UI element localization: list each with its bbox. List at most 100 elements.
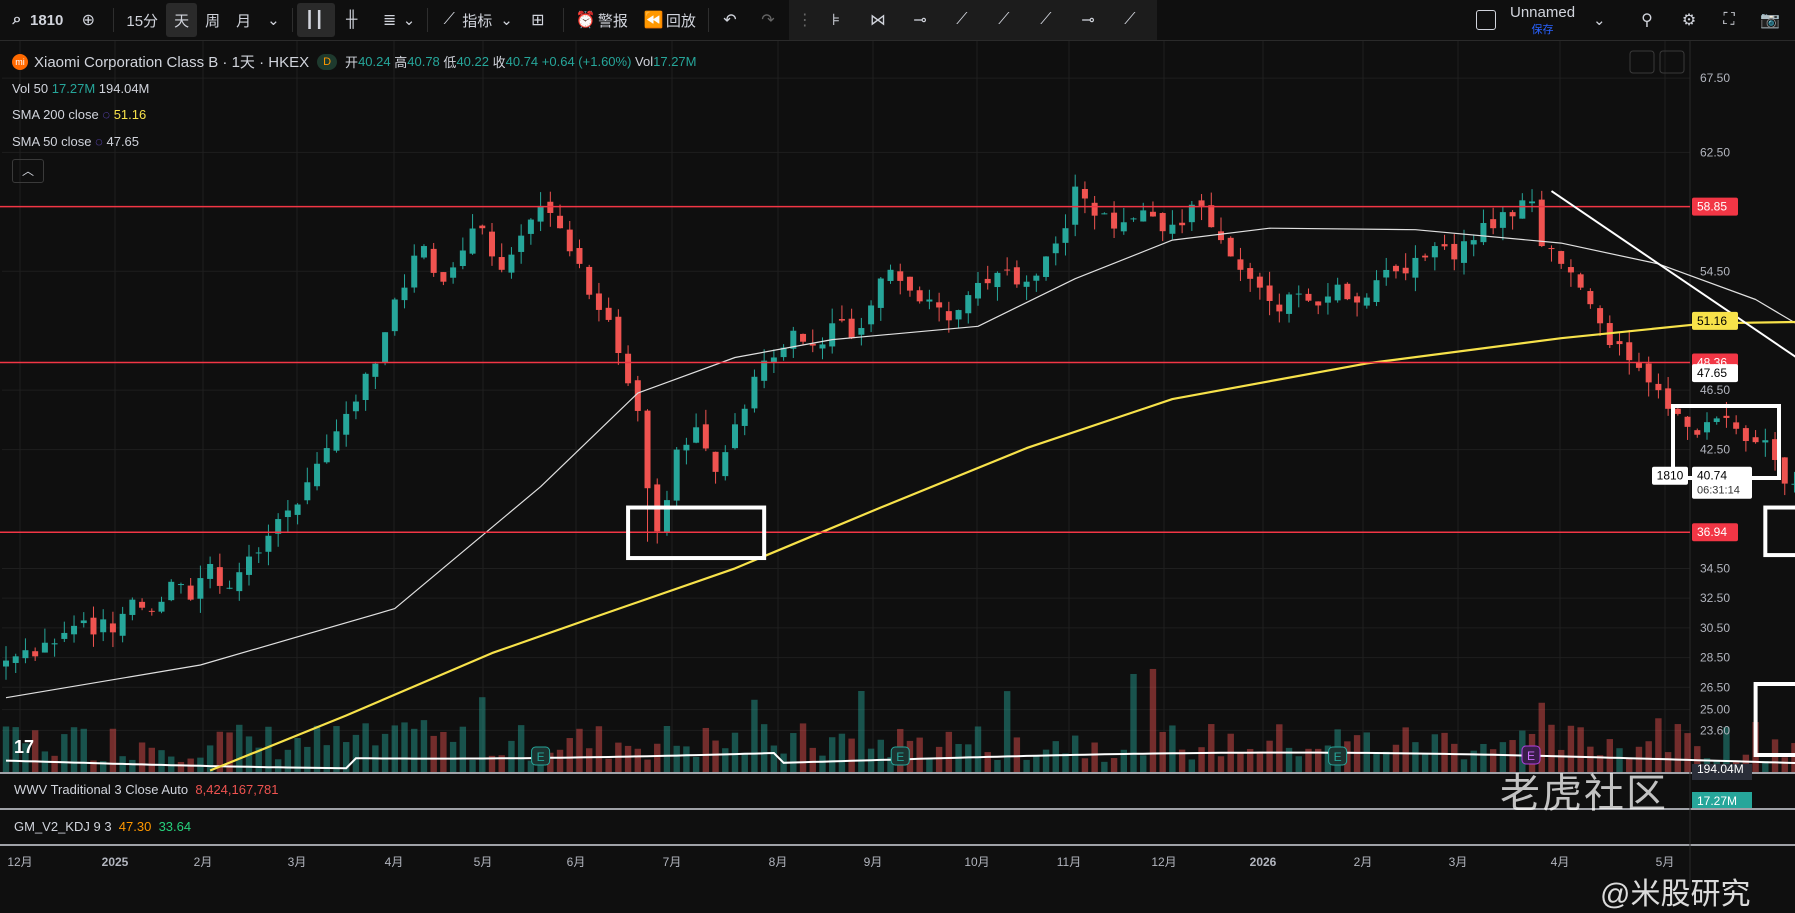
vol50-label: Vol 50 [12, 81, 49, 96]
volume-bar [420, 720, 428, 772]
alert-button[interactable]: ⏰ 警报 [568, 0, 636, 40]
interval-month[interactable]: 月 [236, 12, 252, 30]
volume-bar [1276, 724, 1283, 772]
horizontal-line-icon[interactable]: ⊸ [1081, 12, 1095, 29]
volume-bar [1052, 741, 1059, 772]
info-line-icon[interactable]: ⟋ [1124, 11, 1136, 28]
candle-body [916, 290, 923, 302]
time-axis[interactable]: 12月 2025 2月 3月 4月 5月 6月 7月 8月 9月 10月 11月 12月 2026 2月 3月… [7, 737, 1674, 869]
sma200-legend[interactable]: SMA 200 close ◌ 51.16 [12, 107, 146, 122]
candle-body [1072, 186, 1079, 225]
price-axis[interactable]: 67.50 62.50 54.50 46.50 42.50 34.50 32.50 30.50… [1629, 50, 1752, 808]
redo-icon: ↷ [761, 12, 775, 29]
highlight-box [1753, 682, 1795, 757]
volume-bar [1091, 742, 1098, 772]
drag-handle-icon[interactable]: ⋮ [796, 12, 813, 29]
volume-bar [1684, 733, 1691, 772]
candle-body [1344, 283, 1351, 300]
undo-button[interactable]: ↶ [713, 0, 751, 40]
layout-dropdown[interactable]: ⌄ [1585, 0, 1614, 40]
interval-day[interactable]: 天 [166, 3, 198, 37]
long-position-icon[interactable]: ⊧ [831, 12, 841, 29]
kdj-value-1: 47.30 [118, 819, 152, 834]
price-label-bg [1692, 197, 1738, 216]
volume-bar [1567, 725, 1575, 772]
volume-bar [1451, 743, 1458, 772]
time-tick: 10月 [964, 855, 989, 869]
trend-line-icon[interactable]: ⟋ [956, 11, 968, 28]
volume-bar [1538, 702, 1545, 772]
redo-button[interactable]: ↷ [751, 0, 789, 40]
symbol-search-button[interactable]: ⌕ 1810 [0, 0, 71, 40]
volume-bar [313, 725, 321, 772]
horizontal-ray-icon[interactable]: ⊸ [913, 12, 927, 29]
volume-bar [935, 746, 943, 772]
compare-button[interactable]: ⊕ [71, 0, 109, 40]
interval-dropdown[interactable]: ⌄ [259, 0, 288, 40]
volume-bar [1198, 747, 1205, 772]
candle-body [1733, 422, 1740, 429]
candle-body [1169, 224, 1176, 234]
quick-search-button[interactable]: ⚲ [1630, 0, 1668, 40]
volume-bar [1315, 748, 1322, 772]
volume-label: 17.27M [1697, 794, 1737, 808]
volume-bar [1013, 737, 1021, 772]
chart-type-button[interactable]: ≣ ⌄ [373, 0, 424, 40]
wwv-legend[interactable]: WWV Traditional 3 Close Auto 8,424,167,7… [14, 782, 279, 797]
candle-body [1713, 418, 1720, 423]
candle-body [1140, 210, 1147, 222]
interval-week[interactable]: 周 [205, 12, 221, 30]
price-label: 36.94 [1697, 525, 1727, 539]
candle-body [90, 617, 97, 635]
replay-button[interactable]: ⏪ 回放 [636, 0, 704, 40]
settings-button[interactable]: ⚙ [1672, 0, 1710, 40]
volume-bar [1081, 758, 1089, 772]
candle-body [1091, 202, 1098, 216]
candle-body [1033, 275, 1040, 281]
price-chart[interactable]: EEEEE 67.5062.5054.5046.5042.5034.5032.5… [0, 41, 1795, 890]
sma200-line [209, 320, 1795, 772]
volume-bar [294, 737, 301, 772]
fullscreen-button[interactable]: ⛶ [1712, 0, 1750, 40]
candle-body [1645, 363, 1652, 383]
candle-body [809, 343, 816, 346]
candle-body [1772, 439, 1779, 460]
candle-body [926, 299, 933, 302]
candle-body [1742, 428, 1749, 442]
volume-bar [595, 726, 603, 772]
vol50-legend[interactable]: Vol 50 17.27M 194.04M [12, 81, 149, 96]
pattern-icon[interactable]: ⋈ [869, 12, 886, 29]
layout-name-button[interactable]: Unnamed 保存 [1510, 4, 1575, 37]
kdj-legend[interactable]: GM_V2_KDJ 9 3 47.30 33.64 [14, 819, 191, 834]
volume-bar [1120, 749, 1127, 772]
collapse-legend-button[interactable]: ︿ [12, 159, 44, 183]
chart-area[interactable]: EEEEE 67.5062.5054.5046.5042.5034.5032.5… [0, 41, 1795, 911]
candle-body [109, 623, 116, 633]
screenshot-button[interactable]: 📷 [1752, 0, 1790, 40]
volume-bar [1616, 748, 1623, 772]
volume-bar [1072, 735, 1079, 772]
candle-body [557, 215, 564, 229]
open-value: 40.24 [358, 54, 391, 69]
candle-body [1597, 308, 1604, 324]
volume-bar [547, 752, 554, 772]
volume-bar [129, 759, 136, 772]
ray-icon[interactable]: ⟋ [998, 11, 1010, 28]
last-symbol-bg [1652, 466, 1688, 485]
interval-15m[interactable]: 15分 [126, 12, 159, 30]
square-icon [1476, 10, 1496, 30]
sma50-legend[interactable]: SMA 50 close ◌ 47.65 [12, 134, 139, 149]
indicators-button[interactable]: ⟋ 指标 ⌄ [432, 0, 521, 40]
price-tick: 42.50 [1700, 443, 1730, 457]
volume-bar [663, 725, 671, 772]
volume-bar [799, 723, 807, 772]
volume-bar [1470, 750, 1477, 772]
vol50-value-b: 194.04M [98, 81, 150, 96]
layout-checkbox[interactable] [1468, 0, 1504, 40]
earnings-letter: E [1334, 750, 1342, 764]
candles-button[interactable]: ┃┃ [296, 3, 335, 37]
price-tick: 28.50 [1700, 651, 1730, 665]
bars-button[interactable]: ╫ [335, 0, 373, 40]
extended-line-icon[interactable]: ⟋ [1040, 11, 1052, 28]
templates-button[interactable]: ⊞ [521, 0, 559, 40]
